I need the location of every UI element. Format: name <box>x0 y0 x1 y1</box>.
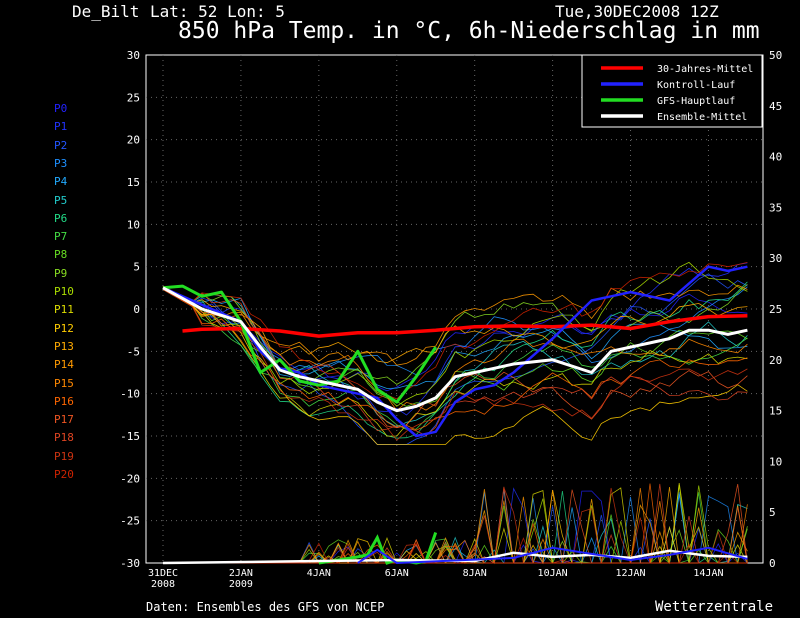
y-left-tick-label: 5 <box>133 261 140 274</box>
member-label-p5: P5 <box>54 193 68 207</box>
y-right-tick-label: 35 <box>769 201 782 214</box>
member-precip-p18 <box>163 483 748 564</box>
member-line-p9 <box>162 284 748 385</box>
y-left-tick-label: -5 <box>127 345 140 358</box>
y-left-tick-label: 10 <box>127 218 140 231</box>
y-right-tick-label: 25 <box>769 303 782 316</box>
y-left-tick-label: 25 <box>127 91 140 104</box>
data-source-label: Daten: Ensembles des GFS von NCEP <box>146 600 385 614</box>
y-right-tick-label: 50 <box>769 49 782 62</box>
member-line-p12 <box>162 289 748 445</box>
x-tick-label: 2JAN <box>229 568 253 579</box>
member-label-p8: P8 <box>54 248 68 262</box>
member-label-p12: P12 <box>54 321 74 335</box>
series-line-kontroll-lauf <box>162 265 748 438</box>
series-line-30-jahres-mittel <box>182 314 748 338</box>
member-label-p16: P16 <box>54 394 74 408</box>
x-tick-label: 31DEC <box>148 568 178 579</box>
y-left-tick-label: 0 <box>133 303 140 316</box>
y-left-tick-label: -25 <box>120 515 140 528</box>
member-line-p5 <box>162 286 748 428</box>
member-precip-p11 <box>163 483 748 565</box>
member-line-p14 <box>162 284 748 366</box>
x-tick-label: 10JAN <box>538 568 568 579</box>
member-label-p14: P14 <box>54 358 74 372</box>
y-right-tick-label: 40 <box>769 151 782 164</box>
coords-label: Lat: 52 Lon: 5 <box>150 2 285 21</box>
x-tick-label: 12JAN <box>615 568 645 579</box>
member-label-p19: P19 <box>54 449 74 463</box>
member-line-p6 <box>162 281 748 439</box>
member-label-p9: P9 <box>54 266 68 280</box>
y-left-tick-label: -10 <box>120 388 140 401</box>
y-right-tick-label: 10 <box>769 455 782 468</box>
legend-label: GFS-Hauptlauf <box>657 96 735 107</box>
y-left-tick-label: 30 <box>127 49 140 62</box>
axis-ticks: -30 -25 -20 -15 -10 -5 0 5 10 15 20 25 30 0 5 10 15 20 25 3… <box>120 49 782 590</box>
series-lines <box>162 265 748 438</box>
y-right-tick-label: 45 <box>769 100 782 113</box>
y-right-tick-label: 15 <box>769 405 782 418</box>
y-left-tick-label: -20 <box>120 472 140 485</box>
member-precip-p5 <box>163 503 748 564</box>
member-label-p15: P15 <box>54 376 74 390</box>
y-right-tick-label: 30 <box>769 252 782 265</box>
x-tick-label: 14JAN <box>693 568 723 579</box>
legend-label: Ensemble-Mittel <box>657 112 747 123</box>
y-right-tick-label: 0 <box>769 557 776 570</box>
legend-label: Kontroll-Lauf <box>657 80 735 91</box>
member-label-p6: P6 <box>54 211 68 225</box>
member-label-p4: P4 <box>54 175 68 189</box>
y-left-tick-label: 15 <box>127 176 140 189</box>
member-precip-p8 <box>163 505 748 565</box>
member-label-p18: P18 <box>54 431 74 445</box>
member-label-p20: P20 <box>54 468 74 481</box>
member-precip-p2 <box>163 506 748 565</box>
member-label-p0: P0 <box>54 102 68 115</box>
y-right-tick-label: 5 <box>769 506 776 519</box>
precip-lines <box>162 532 748 565</box>
brand-label: Wetterzentrale <box>655 599 774 615</box>
member-label-p3: P3 <box>54 156 68 170</box>
series-line-gfs-hauptlauf <box>162 284 437 404</box>
y-left-tick-label: 20 <box>127 134 140 147</box>
legend: 30-Jahres-Mittel Kontroll-Lauf GFS-Hauptla… <box>581 54 763 128</box>
member-line-p20 <box>162 262 748 400</box>
ensemble-member-lines <box>162 261 748 565</box>
series-line-ensemble-mittel <box>162 286 748 413</box>
member-precip-p17 <box>163 484 748 564</box>
y-left-tick-label: -30 <box>120 557 140 570</box>
precip-line-kontroll-lauf <box>357 546 748 565</box>
run-time-label: Tue,30DEC2008 12Z <box>555 2 719 21</box>
x-tick-year-label: 2009 <box>229 579 253 590</box>
member-label-p1: P1 <box>54 120 68 134</box>
member-precip-p16 <box>163 483 748 564</box>
member-label-p10: P10 <box>54 285 74 298</box>
member-label-p17: P17 <box>54 413 74 427</box>
x-tick-label: 4JAN <box>307 568 331 579</box>
member-label-p13: P13 <box>54 339 74 353</box>
member-label-p7: P7 <box>54 230 68 244</box>
chart-title: 850 hPa Temp. in °C, 6h-Niederschlag in … <box>178 18 760 44</box>
legend-label: 30-Jahres-Mittel <box>657 64 753 75</box>
y-right-tick-label: 20 <box>769 354 782 367</box>
member-line-p19 <box>162 289 748 441</box>
member-label-p2: P2 <box>54 138 68 152</box>
location-label: De_Bilt <box>72 2 140 21</box>
x-tick-label: 6JAN <box>385 568 409 579</box>
member-precip-p20 <box>163 517 748 564</box>
member-line-p16 <box>162 289 748 431</box>
member-line-p11 <box>162 285 748 437</box>
x-tick-year-label: 2008 <box>151 579 175 590</box>
y-left-tick-label: -15 <box>120 430 140 443</box>
x-tick-label: 8JAN <box>463 568 487 579</box>
member-label-p11: P11 <box>54 303 74 317</box>
member-line-p18 <box>162 285 748 437</box>
